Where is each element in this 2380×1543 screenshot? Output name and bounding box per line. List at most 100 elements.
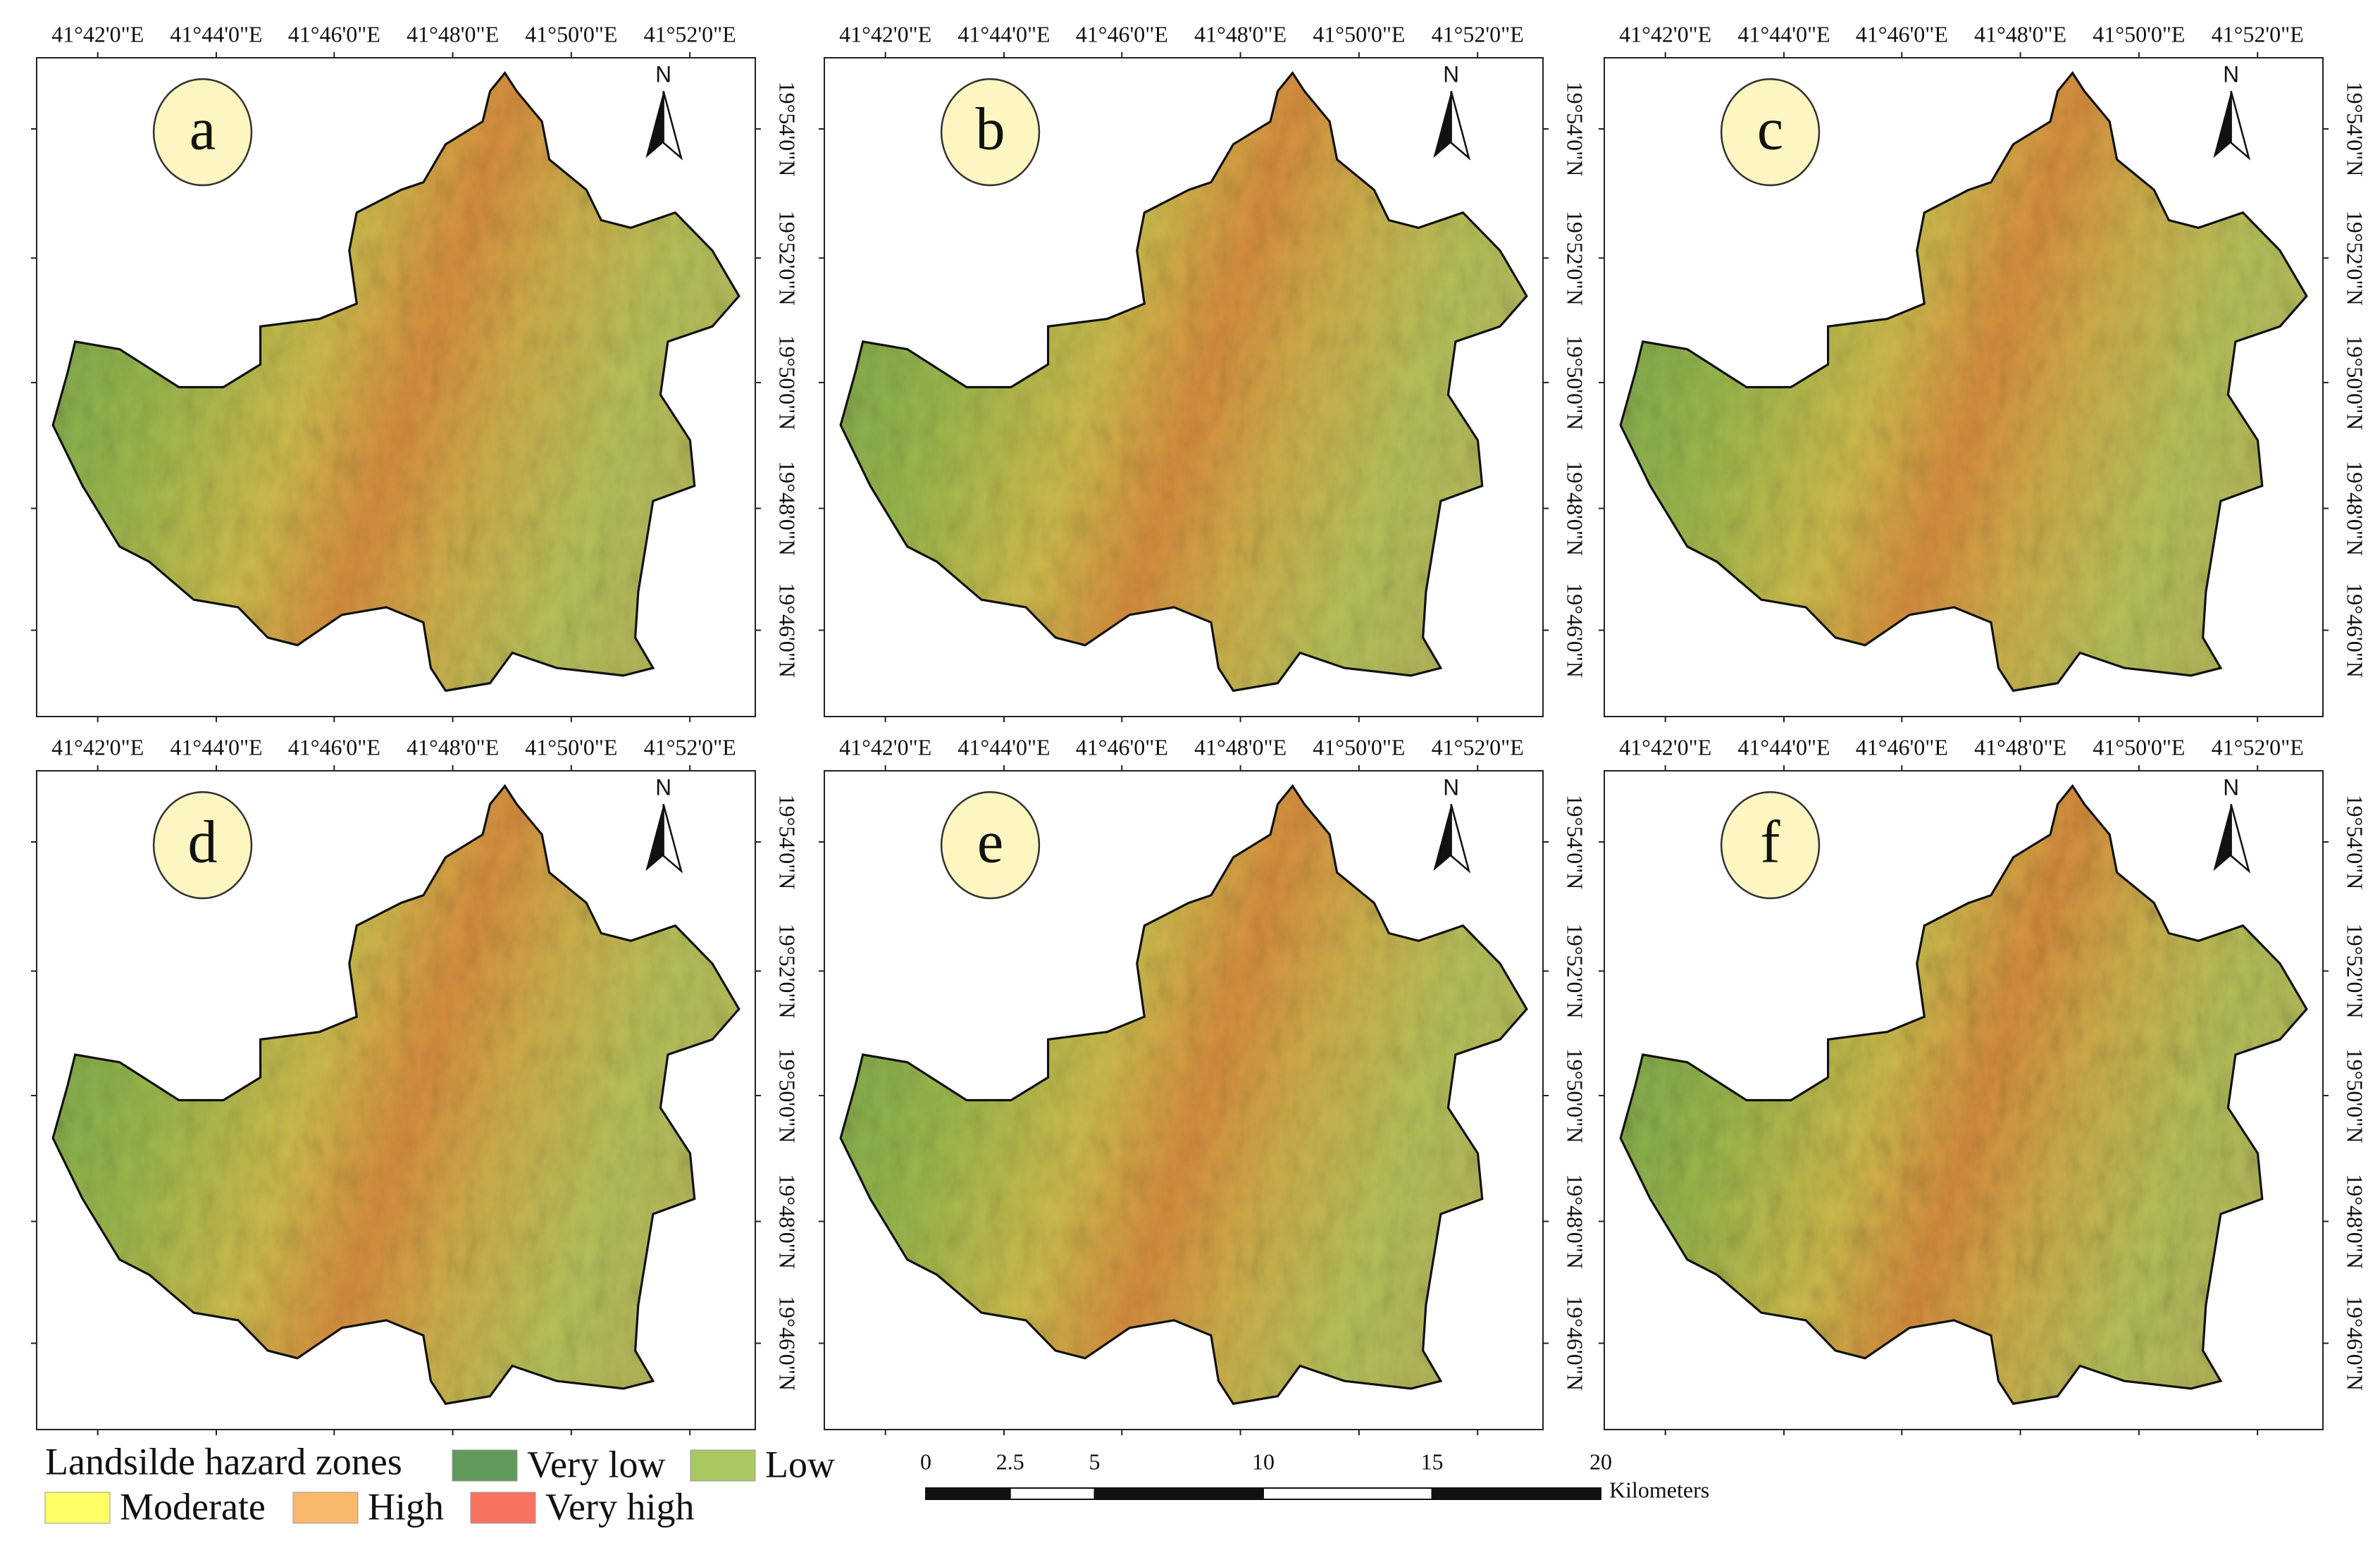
panel-letter: f bbox=[1761, 809, 1781, 876]
longitude-label: 41°52'0"E bbox=[1432, 734, 1524, 760]
latitude-label: 19°50'0"N bbox=[2343, 335, 2368, 430]
latitude-label: 19°48'0"N bbox=[2343, 1174, 2368, 1269]
legend-title: Landsilde hazard zones bbox=[45, 1440, 402, 1482]
latitude-label: 19°54'0"N bbox=[2343, 82, 2368, 177]
longitude-label: 41°48'0"E bbox=[1974, 21, 2066, 47]
latitude-label: 19°52'0"N bbox=[775, 924, 800, 1019]
longitude-label: 41°52'0"E bbox=[644, 21, 736, 47]
longitude-label: 41°44'0"E bbox=[957, 734, 1050, 760]
boundary bbox=[51, 70, 740, 693]
longitude-label: 41°42'0"E bbox=[51, 21, 144, 47]
map-panel: 41°42'0"E 41°44'0"E 41°46'0"E 41°48'0"E 41°5… bbox=[31, 734, 800, 1435]
scale-label: 2.5 bbox=[996, 1449, 1024, 1474]
longitude-label: 41°50'0"E bbox=[2093, 734, 2185, 760]
legend-swatch bbox=[690, 1449, 756, 1482]
latitude-label: 19°46'0"N bbox=[1563, 1296, 1588, 1391]
legend-label: Very high bbox=[545, 1485, 694, 1527]
north-label: N bbox=[1443, 774, 1459, 800]
north-arrow bbox=[645, 804, 664, 872]
longitude-label: 41°44'0"E bbox=[1737, 21, 1830, 47]
latitude-label: 19°46'0"N bbox=[1563, 583, 1588, 678]
longitude-label: 41°52'0"E bbox=[1432, 21, 1524, 47]
latitude-label: 19°54'0"N bbox=[2343, 795, 2368, 890]
panel-letter: b bbox=[976, 96, 1005, 163]
legend-swatch bbox=[44, 1492, 111, 1524]
scale-bar: 0 2.5 5 10 15 20 Kilometers bbox=[920, 1449, 1709, 1502]
longitude-label: 41°44'0"E bbox=[1737, 734, 1830, 760]
scale-segment bbox=[1009, 1487, 1096, 1500]
panel-badge bbox=[1720, 791, 1821, 900]
map-panel: 41°42'0"E 41°44'0"E 41°46'0"E 41°48'0"E 41°5… bbox=[1599, 734, 2368, 1435]
longitude-label: 41°44'0"E bbox=[170, 734, 262, 760]
legend-label: Moderate bbox=[120, 1485, 266, 1527]
north-label: N bbox=[2223, 61, 2239, 87]
latitude-label: 19°52'0"N bbox=[2343, 211, 2368, 306]
latitude-label: 19°48'0"N bbox=[775, 461, 800, 556]
panel-letter: c bbox=[1757, 96, 1783, 163]
longitude-label: 41°46'0"E bbox=[1856, 734, 1948, 760]
north-arrow bbox=[662, 91, 683, 161]
longitude-label: 41°52'0"E bbox=[2212, 734, 2304, 760]
north-arrow bbox=[2213, 91, 2231, 159]
map-panel: 41°42'0"E 41°44'0"E 41°46'0"E 41°48'0"E 41°5… bbox=[819, 734, 1588, 1435]
longitude-label: 41°52'0"E bbox=[2212, 21, 2304, 47]
map-panel: 41°42'0"E 41°44'0"E 41°46'0"E 41°48'0"E 41°5… bbox=[1599, 21, 2368, 722]
legend-swatch bbox=[452, 1449, 518, 1482]
longitude-label: 41°46'0"E bbox=[1856, 21, 1948, 47]
longitude-label: 41°48'0"E bbox=[1974, 734, 2066, 760]
latitude-label: 19°52'0"N bbox=[1563, 924, 1588, 1019]
latitude-label: 19°46'0"N bbox=[2343, 583, 2368, 678]
longitude-label: 41°48'0"E bbox=[407, 734, 499, 760]
latitude-label: 19°54'0"N bbox=[1563, 795, 1588, 890]
longitude-label: 41°48'0"E bbox=[407, 21, 499, 47]
boundary bbox=[51, 783, 740, 1406]
north-arrow bbox=[1433, 804, 1451, 872]
scale-label: 15 bbox=[1421, 1449, 1444, 1474]
scale-label: 10 bbox=[1252, 1449, 1275, 1474]
scale-segment bbox=[1263, 1487, 1433, 1500]
latitude-label: 19°54'0"N bbox=[775, 795, 800, 890]
latitude-label: 19°46'0"N bbox=[775, 583, 800, 678]
panel-letter: d bbox=[188, 809, 218, 876]
longitude-label: 41°42'0"E bbox=[1619, 734, 1711, 760]
map-panel: 41°42'0"E 41°44'0"E 41°46'0"E 41°48'0"E 41°5… bbox=[31, 21, 800, 722]
scale-segment bbox=[925, 1487, 1011, 1500]
longitude-label: 41°44'0"E bbox=[170, 21, 262, 47]
north-arrow bbox=[2213, 804, 2231, 872]
scale-unit: Kilometers bbox=[1609, 1477, 1709, 1502]
scale-label: 5 bbox=[1089, 1449, 1101, 1474]
longitude-label: 41°50'0"E bbox=[2093, 21, 2185, 47]
longitude-label: 41°46'0"E bbox=[288, 21, 380, 47]
north-arrow bbox=[662, 804, 683, 874]
north-arrow bbox=[1433, 91, 1451, 159]
longitude-label: 41°48'0"E bbox=[1194, 21, 1287, 47]
longitude-label: 41°50'0"E bbox=[525, 21, 617, 47]
longitude-label: 41°48'0"E bbox=[1194, 734, 1287, 760]
scale-segment bbox=[1093, 1487, 1264, 1500]
scale-label: 0 bbox=[920, 1449, 931, 1474]
north-label: N bbox=[2223, 774, 2239, 800]
latitude-label: 19°50'0"N bbox=[775, 1048, 800, 1144]
latitude-label: 19°48'0"N bbox=[2343, 461, 2368, 556]
latitude-label: 19°50'0"N bbox=[2343, 1048, 2368, 1144]
latitude-label: 19°52'0"N bbox=[775, 211, 800, 306]
latitude-label: 19°46'0"N bbox=[2343, 1296, 2368, 1391]
longitude-label: 41°50'0"E bbox=[1313, 21, 1405, 47]
longitude-label: 41°50'0"E bbox=[1313, 734, 1405, 760]
longitude-label: 41°42'0"E bbox=[839, 21, 931, 47]
panel-letter: a bbox=[190, 96, 216, 163]
longitude-label: 41°52'0"E bbox=[644, 734, 736, 760]
latitude-label: 19°54'0"N bbox=[775, 82, 800, 177]
longitude-label: 41°46'0"E bbox=[288, 734, 380, 760]
north-arrow bbox=[645, 91, 664, 159]
legend-label: Low bbox=[765, 1443, 835, 1485]
longitude-label: 41°42'0"E bbox=[839, 734, 931, 760]
north-label: N bbox=[1443, 61, 1459, 87]
boundary bbox=[839, 783, 1528, 1406]
scale-label: 20 bbox=[1589, 1449, 1612, 1474]
panel-badge bbox=[940, 78, 1041, 187]
legend-label: Very low bbox=[527, 1443, 665, 1485]
north-arrow bbox=[1450, 804, 1471, 874]
latitude-label: 19°46'0"N bbox=[775, 1296, 800, 1391]
